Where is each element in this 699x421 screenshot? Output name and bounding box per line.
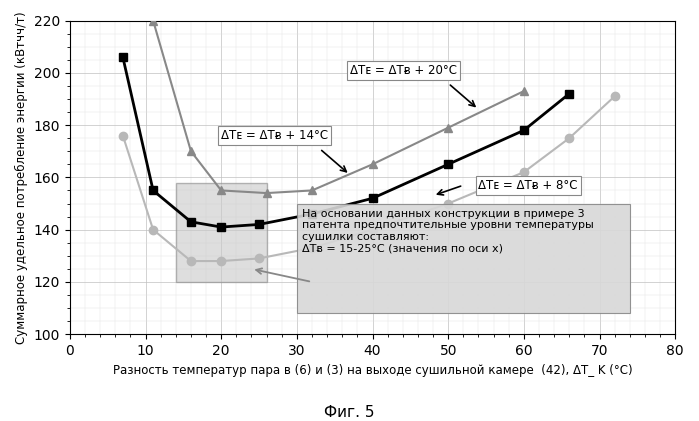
- Y-axis label: Суммарное удельное потребление энергии (кВтчч/т): Суммарное удельное потребление энергии (…: [15, 11, 28, 344]
- Text: Фиг. 5: Фиг. 5: [324, 405, 375, 420]
- Text: На основании данных конструкции в примере 3
патента предпочтительные уровни темп: На основании данных конструкции в пример…: [302, 209, 594, 253]
- Text: ΔTᴇ = ΔTᴃ + 20°C: ΔTᴇ = ΔTᴃ + 20°C: [350, 64, 457, 77]
- Text: ΔTᴇ = ΔTᴃ + 8°C: ΔTᴇ = ΔTᴃ + 8°C: [478, 179, 578, 192]
- Text: ΔTᴇ = ΔTᴃ + 14°C: ΔTᴇ = ΔTᴃ + 14°C: [221, 129, 329, 142]
- Bar: [176, 183, 266, 282]
- Bar: [297, 203, 630, 313]
- X-axis label: Разность температур пара в (6) и (3) на выходе сушильной камере  (42), ΔT_ K (°C: Разность температур пара в (6) и (3) на …: [113, 363, 633, 376]
